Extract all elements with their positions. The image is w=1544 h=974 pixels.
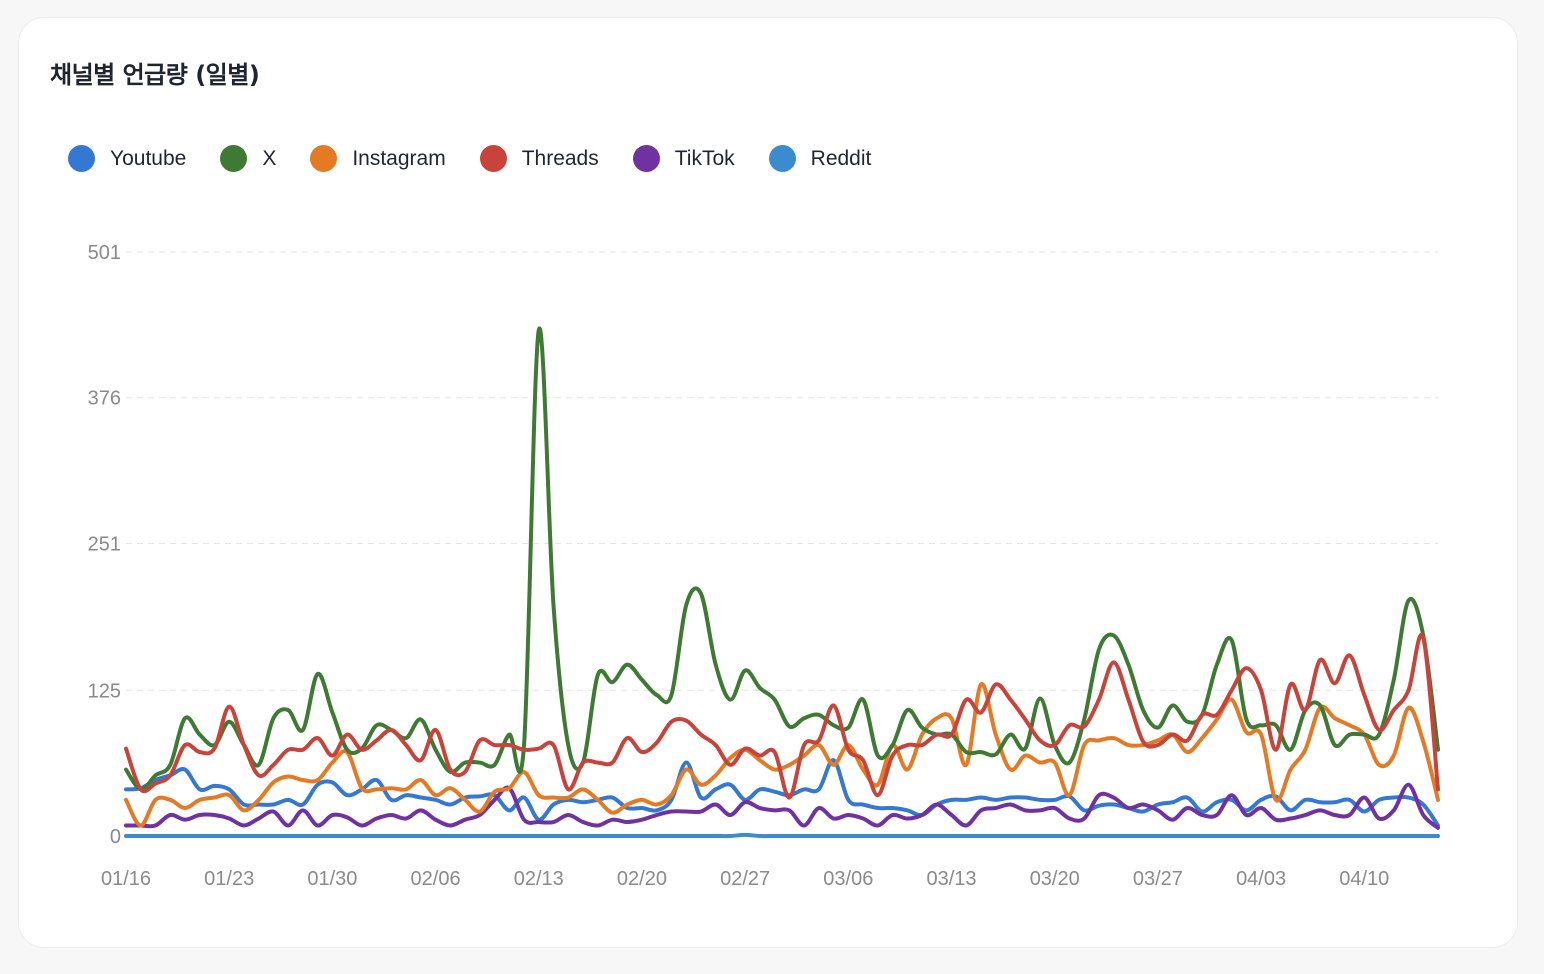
chart-legend: Youtube X Instagram Threads TikTok Reddi… (68, 145, 905, 172)
legend-item-reddit[interactable]: Reddit (768, 145, 872, 172)
legend-dot-icon (310, 145, 338, 172)
y-tick-label: 0 (110, 826, 121, 848)
chart-title: 채널별 언급량 (일별) (50, 61, 260, 89)
legend-label: Reddit (810, 146, 872, 170)
x-tick-label: 02/20 (617, 868, 667, 890)
series-line-x (124, 326, 1440, 792)
legend-label: Instagram (352, 146, 446, 170)
y-tick-label: 501 (88, 242, 121, 264)
x-tick-label: 01/23 (204, 868, 254, 890)
legend-item-threads[interactable]: Threads (479, 145, 599, 172)
x-tick-label: 01/16 (101, 868, 151, 890)
series-line-threads (124, 632, 1440, 800)
x-tick-label: 04/10 (1339, 868, 1389, 890)
y-tick-label: 125 (88, 680, 121, 702)
x-tick-label: 03/27 (1133, 868, 1183, 890)
legend-item-x[interactable]: X (220, 145, 276, 172)
legend-dot-icon (479, 145, 507, 172)
y-tick-label: 251 (88, 533, 121, 555)
legend-dot-icon (632, 145, 660, 172)
legend-label: Youtube (110, 146, 187, 170)
x-tick-label: 03/20 (1030, 868, 1080, 890)
legend-label: Threads (521, 146, 599, 170)
chart-card (18, 17, 1518, 948)
series-line-reddit (124, 832, 1440, 839)
legend-item-instagram[interactable]: Instagram (310, 145, 446, 172)
legend-dot-icon (68, 145, 95, 172)
x-tick-label: 01/30 (307, 868, 357, 890)
legend-label: TikTok (674, 146, 735, 170)
x-tick-label: 04/03 (1236, 868, 1286, 890)
legend-label: X (262, 146, 277, 170)
x-tick-label: 02/06 (411, 868, 461, 890)
x-tick-label: 03/06 (823, 868, 873, 890)
legend-dot-icon (768, 145, 796, 172)
x-tick-label: 03/13 (926, 868, 976, 890)
legend-item-tiktok[interactable]: TikTok (632, 145, 735, 172)
series-line-youtube (124, 758, 1440, 828)
legend-item-youtube[interactable]: Youtube (68, 145, 186, 172)
x-tick-label: 02/13 (514, 868, 564, 890)
x-tick-label: 02/27 (720, 868, 770, 890)
series-line-tiktok (124, 782, 1440, 830)
legend-dot-icon (220, 145, 248, 172)
y-tick-label: 376 (88, 388, 121, 410)
